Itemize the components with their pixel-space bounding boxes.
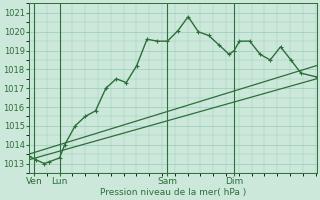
X-axis label: Pression niveau de la mer( hPa ): Pression niveau de la mer( hPa ) [100, 188, 246, 197]
